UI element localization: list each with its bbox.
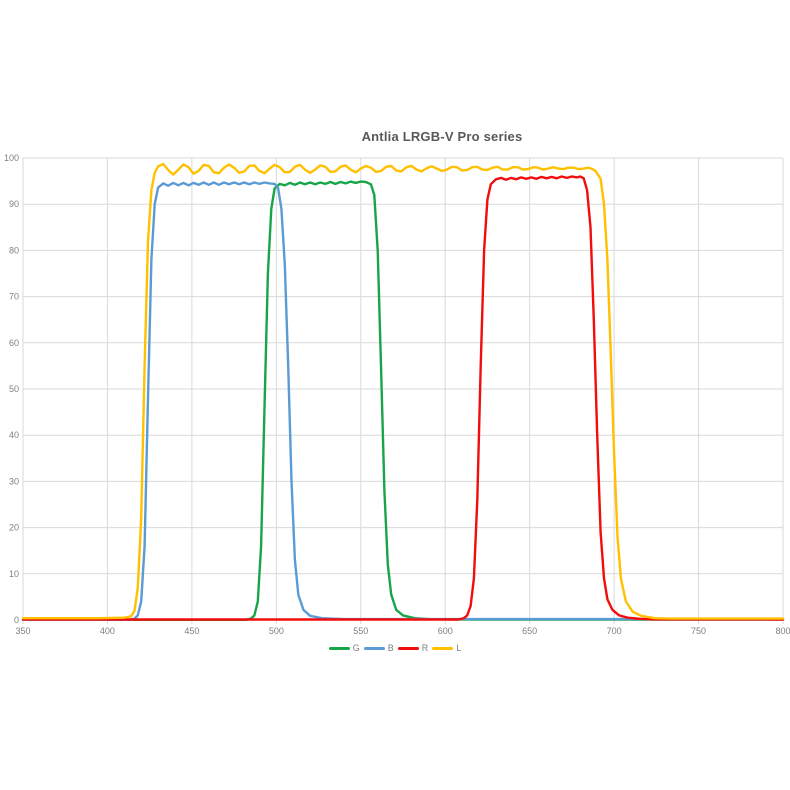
y-tick-label: 60 <box>9 338 19 348</box>
x-tick-label: 800 <box>775 626 790 636</box>
legend-label-B: B <box>387 643 394 653</box>
x-tick-label: 450 <box>184 626 199 636</box>
x-tick-label: 700 <box>607 626 622 636</box>
y-tick-label: 40 <box>9 430 19 440</box>
series-line-B <box>21 181 785 621</box>
legend-item-G: G <box>328 643 360 653</box>
y-tick-label: 90 <box>9 199 19 209</box>
series-line-L <box>21 162 785 620</box>
y-tick-label: 50 <box>9 384 19 394</box>
legend-swatch-B <box>363 646 385 650</box>
y-tick-label: 20 <box>9 523 19 533</box>
legend-label-L: L <box>456 643 462 653</box>
x-tick-label: 650 <box>522 626 537 636</box>
legend-label-G: G <box>352 643 360 653</box>
legend-item-R: R <box>397 643 429 653</box>
series-line-R <box>21 175 785 621</box>
x-tick-label: 600 <box>438 626 453 636</box>
x-tick-label: 400 <box>100 626 115 636</box>
legend-swatch-G <box>328 646 350 650</box>
y-tick-label: 70 <box>9 292 19 302</box>
legend-item-B: B <box>363 643 394 653</box>
y-tick-label: 100 <box>4 153 19 163</box>
x-tick-label: 500 <box>269 626 284 636</box>
y-tick-label: 0 <box>14 615 19 625</box>
y-tick-label: 80 <box>9 245 19 255</box>
y-tick-label: 30 <box>9 476 19 486</box>
chart-title: Antlia LRGB-V Pro series <box>361 129 523 144</box>
series-line-G <box>21 180 785 621</box>
legend-item-L: L <box>432 643 461 653</box>
legend-label-R: R <box>421 643 429 653</box>
legend-swatch-L <box>432 646 454 650</box>
x-tick-label: 350 <box>15 626 30 636</box>
x-tick-label: 750 <box>691 626 706 636</box>
y-tick-label: 10 <box>9 569 19 579</box>
legend-swatch-R <box>397 646 419 650</box>
x-tick-label: 550 <box>353 626 368 636</box>
